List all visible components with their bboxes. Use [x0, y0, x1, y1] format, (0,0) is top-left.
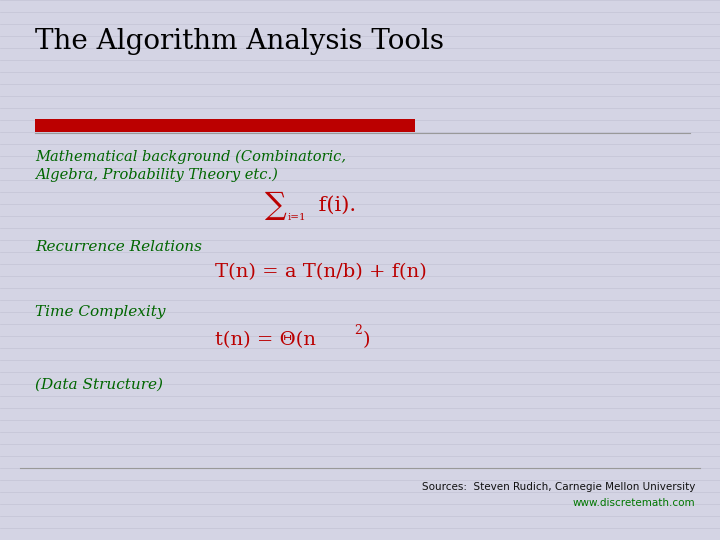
- Text: i=1: i=1: [288, 213, 307, 221]
- Bar: [35, 119, 415, 132]
- Text: (Data Structure): (Data Structure): [35, 378, 163, 392]
- Text: ∑: ∑: [265, 190, 287, 220]
- Text: Algebra, Probability Theory etc.): Algebra, Probability Theory etc.): [35, 168, 278, 183]
- Text: Mathematical background (Combinatoric,: Mathematical background (Combinatoric,: [35, 150, 346, 164]
- Text: ): ): [363, 331, 371, 349]
- Text: Time Complexity: Time Complexity: [35, 305, 166, 319]
- Text: t(n) = Θ(n: t(n) = Θ(n: [215, 331, 316, 349]
- Text: T(n) = a T(n/b) + f(n): T(n) = a T(n/b) + f(n): [215, 263, 427, 281]
- Text: Recurrence Relations: Recurrence Relations: [35, 240, 202, 254]
- Text: Sources:  Steven Rudich, Carnegie Mellon University: Sources: Steven Rudich, Carnegie Mellon …: [422, 482, 695, 492]
- Text: The Algorithm Analysis Tools: The Algorithm Analysis Tools: [35, 28, 444, 55]
- Text: f(i).: f(i).: [312, 195, 356, 214]
- Text: 2: 2: [354, 323, 362, 336]
- Text: www.discretemath.com: www.discretemath.com: [572, 498, 695, 508]
